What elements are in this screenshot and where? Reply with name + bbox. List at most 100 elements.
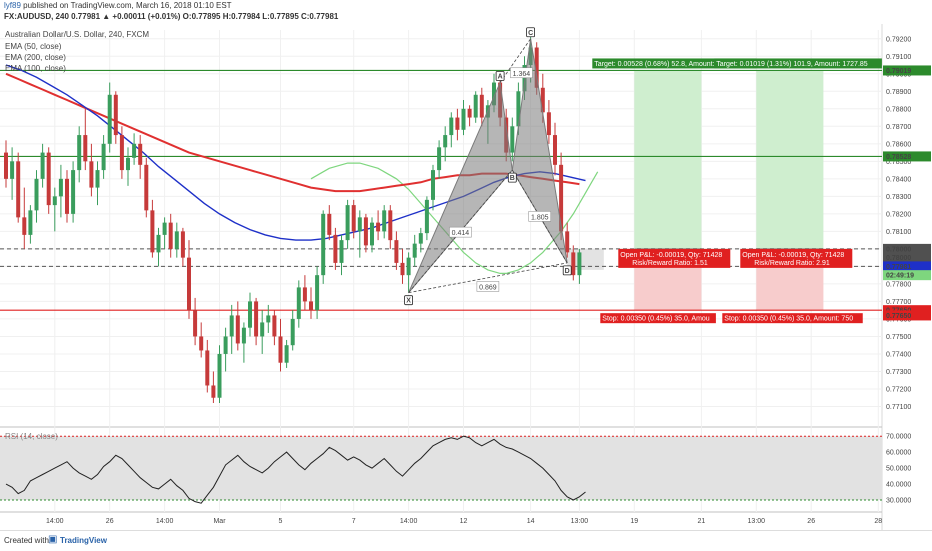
target-label-box bbox=[592, 58, 757, 69]
author-link[interactable]: lyf89 bbox=[4, 1, 21, 10]
candle-body bbox=[144, 164, 149, 211]
candle-body bbox=[278, 336, 283, 363]
price-tick-label: 0.77700 bbox=[886, 299, 911, 306]
price-tick-label: 0.78900 bbox=[886, 89, 911, 96]
price-tick-label: 0.79100 bbox=[886, 54, 911, 61]
tradingview-logo-icon: ▣ bbox=[48, 534, 58, 545]
position-labels: Target: 0.00528 (0.68%) 52.8, Amount: 13… bbox=[592, 58, 882, 324]
pattern-point-box bbox=[507, 172, 517, 183]
grid bbox=[0, 30, 882, 512]
price-tick-label: 0.77500 bbox=[886, 334, 911, 341]
price-tick-label: 0.78700 bbox=[886, 124, 911, 131]
time-tick-label: 12 bbox=[460, 518, 468, 525]
price-tag bbox=[883, 261, 931, 272]
pattern-point-label: B bbox=[510, 175, 515, 182]
candle-body bbox=[4, 152, 8, 179]
candle-body bbox=[10, 161, 15, 179]
candle-body bbox=[540, 87, 545, 113]
legend-ema200[interactable]: EMA (200, close) bbox=[5, 53, 66, 62]
rr-label: Risk/Reward Ratio: 2.91 bbox=[754, 260, 830, 267]
candle-body bbox=[101, 143, 106, 171]
candle-body bbox=[272, 315, 277, 337]
candle-body bbox=[479, 94, 484, 118]
candle-body bbox=[52, 196, 57, 206]
stop-label: Stop: 0.00350 (0.45%) 35.0, Amount: 750 bbox=[724, 316, 853, 323]
time-tick-label: 26 bbox=[106, 518, 114, 525]
time-tick-label: 21 bbox=[698, 518, 706, 525]
legend-rsi[interactable]: RSI (14, close) bbox=[5, 432, 58, 441]
price-tick-label: 0.77800 bbox=[886, 281, 911, 288]
tradingview-brand[interactable]: TradingView bbox=[60, 536, 107, 545]
created-with-text: Created with bbox=[4, 536, 49, 545]
price-tag-text: 02:49:19 bbox=[886, 273, 914, 280]
ratio-label-box bbox=[528, 211, 551, 222]
rsi-tick-label: 70.0000 bbox=[886, 434, 911, 441]
time-tick-label: 14 bbox=[527, 518, 535, 525]
time-tick-label: Mar bbox=[213, 518, 226, 525]
price-axis[interactable]: 0.77100 0.77200 0.77300 0.77400 0.77500 0.776… bbox=[883, 36, 931, 411]
legend-ema100[interactable]: EMA (100, close) bbox=[5, 64, 66, 73]
candle-body bbox=[290, 318, 295, 346]
candle-body bbox=[138, 143, 143, 165]
candle-body bbox=[217, 353, 222, 398]
candle-body bbox=[132, 143, 137, 158]
rsi-band bbox=[0, 436, 882, 501]
candle-body bbox=[223, 336, 228, 354]
candle-body bbox=[418, 233, 423, 244]
candle-body bbox=[571, 252, 576, 276]
position-tools[interactable] bbox=[567, 70, 824, 311]
candle-body bbox=[168, 222, 173, 249]
stop-label: Stop: 0.00350 (0.45%) 35.0, Amou bbox=[602, 316, 710, 323]
candle-body bbox=[71, 170, 76, 214]
candle-body bbox=[162, 222, 167, 235]
candle-body bbox=[345, 205, 350, 241]
rsi-tick-label: 40.0000 bbox=[886, 482, 911, 489]
candle-body bbox=[28, 210, 33, 235]
candle-body bbox=[150, 210, 155, 253]
candle-body bbox=[577, 252, 582, 276]
candle-body bbox=[400, 262, 405, 276]
price-tag-text: 0.78000 bbox=[886, 255, 911, 262]
rr-label: Risk/Reward Ratio: 1.51 bbox=[632, 260, 708, 267]
candle-body bbox=[467, 108, 472, 118]
candles bbox=[4, 35, 582, 403]
rsi-pane: 30.0000 40.0000 50.0000 60.0000 70.0000 bbox=[0, 434, 911, 505]
candle-body bbox=[296, 287, 301, 319]
candle-body bbox=[510, 126, 515, 153]
level-price-tag bbox=[883, 151, 931, 162]
candle-body bbox=[394, 240, 399, 263]
price-tag-text: 0.77650 bbox=[886, 313, 911, 320]
candle-body bbox=[119, 135, 124, 171]
stop-label-box bbox=[600, 313, 716, 324]
candle-body bbox=[241, 327, 246, 344]
candle-body bbox=[107, 94, 112, 144]
candle-body bbox=[254, 301, 259, 337]
price-tag-text: 0.78000 bbox=[886, 246, 911, 253]
pnl-label-box bbox=[618, 248, 731, 268]
level-price-tag bbox=[883, 65, 931, 76]
candle-body bbox=[406, 257, 411, 276]
time-tick-label: 14:00 bbox=[400, 518, 418, 525]
ratio-label: 0.869 bbox=[479, 284, 497, 291]
harmonic-pattern[interactable]: X A B C D 1.364 0.414 1.805 0.869 bbox=[404, 27, 572, 306]
time-tick-label: 5 bbox=[279, 518, 283, 525]
price-tag-text: 0.77981 bbox=[886, 264, 911, 271]
time-tick-label: 28 bbox=[874, 518, 882, 525]
candle-body bbox=[65, 178, 69, 214]
chart-area[interactable]: X A B C D 1.364 0.414 1.805 0.869 Target: 0.0052… bbox=[0, 24, 932, 530]
candle-body bbox=[388, 210, 393, 241]
stop-label-box bbox=[722, 313, 863, 324]
legend-ema50[interactable]: EMA (50, close) bbox=[5, 42, 62, 51]
footer: Created with ▣ TradingView bbox=[0, 530, 932, 551]
price-tag bbox=[883, 310, 931, 321]
pattern-point-label: A bbox=[498, 74, 503, 81]
candle-body bbox=[113, 94, 118, 136]
candle-body bbox=[431, 170, 435, 200]
ratio-label-box bbox=[476, 281, 500, 292]
level-price-tag-text: 0.79019 bbox=[886, 68, 911, 75]
candle-body bbox=[58, 178, 63, 197]
candle-body bbox=[492, 82, 496, 106]
ratio-label: 0.414 bbox=[452, 230, 470, 237]
candle-body bbox=[235, 315, 240, 344]
time-axis[interactable]: 14:00 26 14:00 Mar 5 7 14:00 12 14 13:00 19 21 13:00… bbox=[46, 518, 882, 525]
